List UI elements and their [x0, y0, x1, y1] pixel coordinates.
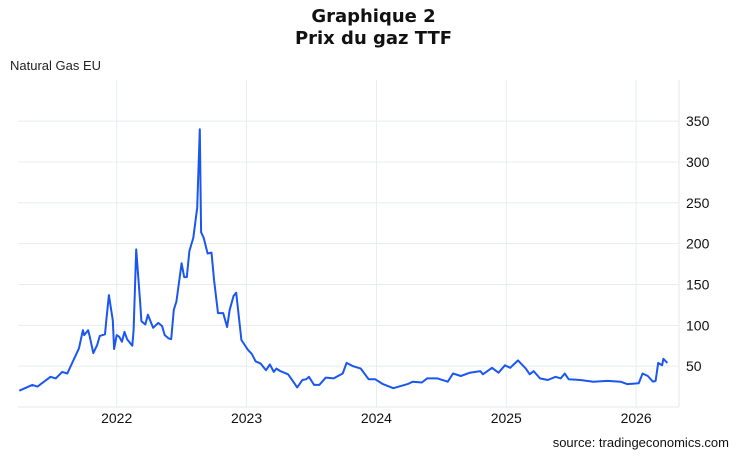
chart-title: Graphique 2: [311, 6, 436, 27]
y-tick-label: 350: [686, 113, 710, 129]
series-label: Natural Gas EU: [10, 58, 102, 73]
y-tick-label: 50: [686, 358, 702, 374]
y-tick-label: 250: [686, 195, 710, 211]
y-tick-label: 100: [686, 317, 710, 333]
series-line-natural-gas-eu: [18, 128, 669, 392]
x-tick-label: 2023: [231, 410, 262, 426]
y-tick-label: 300: [686, 154, 710, 170]
y-tick-label: 200: [686, 236, 710, 252]
x-tick-label: 2026: [621, 410, 652, 426]
y-tick-label: 150: [686, 276, 710, 292]
x-tick-label: 2022: [101, 410, 132, 426]
x-tick-label: 2024: [361, 410, 392, 426]
source-note: source: tradingeconomics.com: [552, 435, 729, 450]
chart-subtitle: Prix du gaz TTF: [294, 28, 453, 49]
x-tick-label: 2025: [491, 410, 522, 426]
